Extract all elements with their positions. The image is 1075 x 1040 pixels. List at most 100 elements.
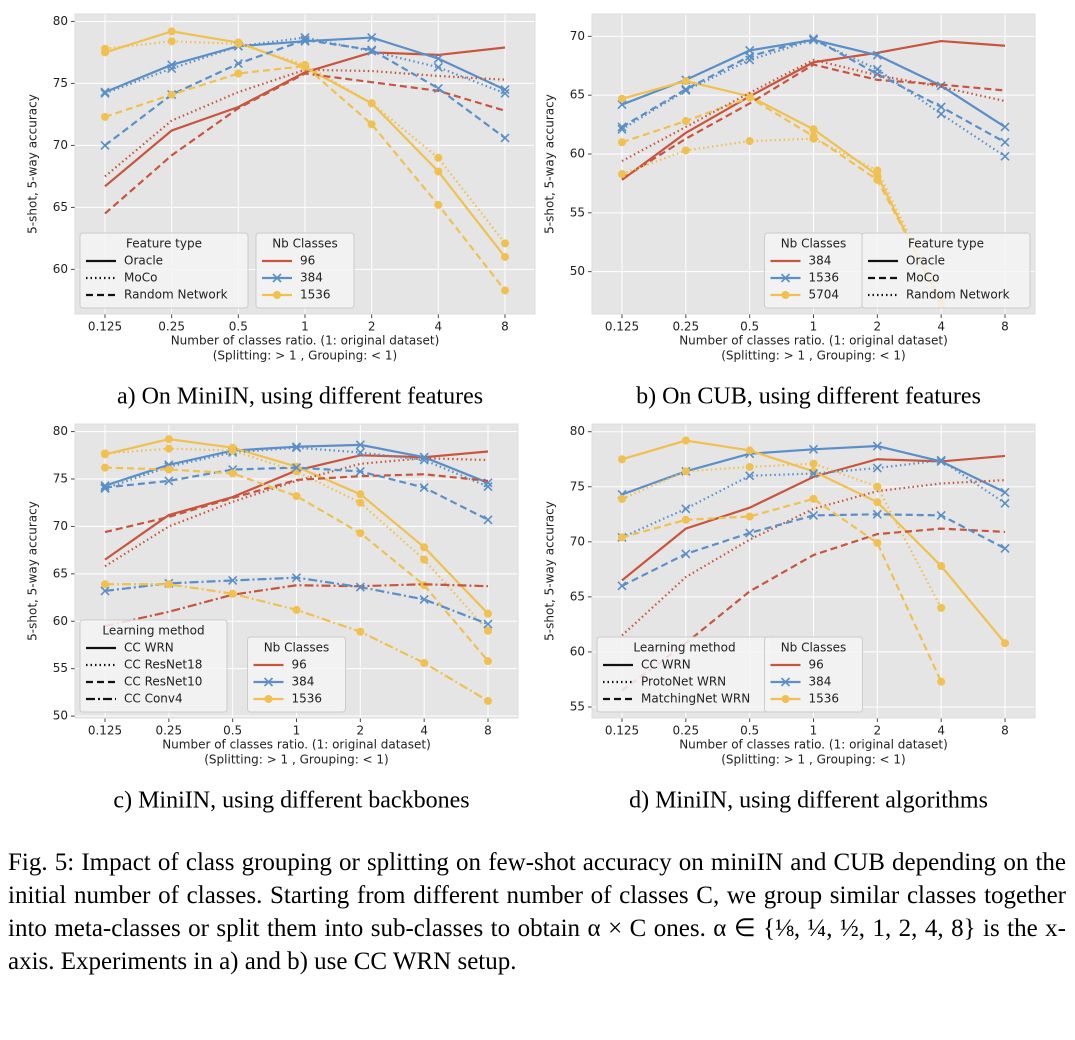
point-marker xyxy=(434,153,443,162)
point-marker xyxy=(356,498,365,507)
legend-label: CC WRN xyxy=(641,658,691,672)
x-tick-label: 8 xyxy=(1001,724,1009,738)
point-marker xyxy=(681,549,691,559)
point-marker xyxy=(1000,487,1010,497)
point-marker xyxy=(483,482,493,492)
point-marker xyxy=(618,138,626,147)
point-marker xyxy=(101,463,109,472)
point-marker xyxy=(291,463,302,473)
x-tick-label: 0.125 xyxy=(605,320,639,334)
point-marker xyxy=(292,605,301,614)
x-tick-label: 2 xyxy=(874,320,882,334)
legend-label: 96 xyxy=(292,658,307,672)
legend-title: Nb Classes xyxy=(264,641,330,655)
x-tick-label: 1 xyxy=(810,320,818,334)
legend-label: 384 xyxy=(292,675,315,689)
point-marker xyxy=(1000,122,1010,132)
point-marker xyxy=(681,515,690,524)
point-marker xyxy=(937,562,946,571)
point-marker xyxy=(618,533,626,542)
point-marker xyxy=(100,88,110,98)
x-tick-label: 8 xyxy=(501,320,509,334)
point-marker xyxy=(809,125,818,134)
point-marker xyxy=(233,59,243,69)
point-marker xyxy=(1001,639,1009,648)
point-marker xyxy=(936,510,946,520)
point-marker xyxy=(937,677,946,686)
point-marker xyxy=(483,515,493,525)
point-marker xyxy=(301,62,309,71)
point-marker xyxy=(780,273,791,283)
point-marker xyxy=(681,84,691,94)
point-marker xyxy=(681,436,690,445)
point-marker xyxy=(367,45,377,55)
y-axis-label: 5-shot, 5-way accuracy xyxy=(543,501,557,641)
x-tick-label: 0.5 xyxy=(740,320,759,334)
point-marker xyxy=(263,677,274,687)
point-marker xyxy=(167,90,176,99)
legend: Nb Classes 384 1536 5704 xyxy=(764,232,863,309)
x-tick-label: 4 xyxy=(435,320,443,334)
legend-box xyxy=(255,232,355,309)
x-tick-label: 4 xyxy=(420,724,428,738)
point-marker xyxy=(101,112,109,121)
legend: Learning method CC WRN CC ResNet18 CC ResNe… xyxy=(79,619,228,713)
y-tick-label: 50 xyxy=(53,709,68,723)
y-tick-label: 70 xyxy=(53,519,68,533)
y-tick-label: 75 xyxy=(570,479,585,493)
point-marker xyxy=(356,529,365,538)
legend-box xyxy=(79,619,228,713)
point-marker xyxy=(618,494,626,503)
legend-title: Feature type xyxy=(908,237,984,251)
legend-box xyxy=(764,636,863,713)
point-marker xyxy=(1000,137,1010,147)
x-tick-label: 1 xyxy=(810,724,818,738)
legend-label: Oracle xyxy=(906,254,945,268)
point-marker xyxy=(809,494,818,503)
y-tick-label: 70 xyxy=(53,138,68,152)
plot-frame xyxy=(591,13,1036,315)
point-marker xyxy=(367,99,376,108)
point-marker xyxy=(809,134,818,143)
point-marker xyxy=(618,94,626,103)
point-marker xyxy=(1000,543,1010,553)
y-tick-label: 65 xyxy=(570,88,585,102)
point-marker xyxy=(936,455,946,465)
point-marker xyxy=(937,603,946,612)
legend-box xyxy=(861,232,1031,309)
x-axis-label: (Splitting: > 1 , Grouping: < 1) xyxy=(721,349,906,363)
point-marker xyxy=(872,64,882,74)
point-marker xyxy=(273,291,281,299)
point-marker xyxy=(367,120,376,129)
plot-frame xyxy=(74,13,536,315)
point-marker xyxy=(234,69,243,78)
point-marker xyxy=(291,573,302,583)
y-tick-label: 70 xyxy=(570,534,585,548)
series-line xyxy=(104,46,506,188)
x-tick-label: 0.125 xyxy=(605,724,639,738)
point-marker xyxy=(356,490,365,499)
series-line xyxy=(621,79,943,306)
series-line xyxy=(104,583,489,628)
subfigure-caption: c) MiniIN, using different backbones xyxy=(113,788,469,814)
plot-lines xyxy=(100,27,510,295)
x-axis-label: (Splitting: > 1 , Grouping: < 1) xyxy=(213,349,398,363)
x-tick-label: 8 xyxy=(1001,320,1009,334)
legend-label: CC Conv4 xyxy=(124,692,183,706)
legend-title: Learning method xyxy=(633,641,735,655)
legend-label: 384 xyxy=(300,271,323,285)
point-marker xyxy=(873,175,882,184)
y-tick-label: 55 xyxy=(53,661,68,675)
legend-label: CC ResNet10 xyxy=(124,675,202,689)
point-marker xyxy=(100,87,110,97)
point-marker xyxy=(781,291,790,299)
series-line xyxy=(104,473,489,534)
subfigure-caption: a) On MiniIN, using different features xyxy=(117,384,483,410)
point-marker xyxy=(872,441,882,451)
series-line xyxy=(621,497,943,683)
point-marker xyxy=(164,444,173,453)
point-marker xyxy=(617,100,627,110)
point-marker xyxy=(745,471,755,481)
point-marker xyxy=(745,51,755,61)
